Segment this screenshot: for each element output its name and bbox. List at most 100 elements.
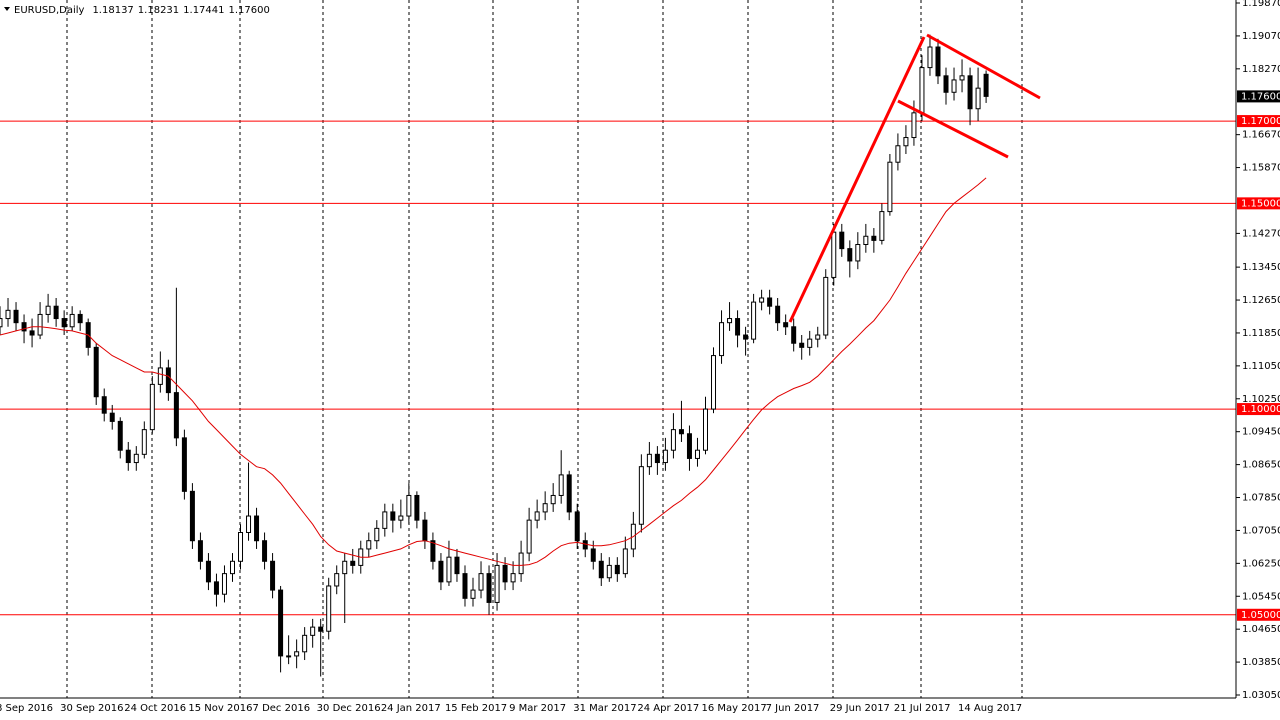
x-tick-label: 7 Jun 2017 (766, 703, 820, 714)
candle-body (566, 474, 572, 513)
candle-body (670, 429, 676, 451)
candle-body (887, 161, 893, 213)
candle-body (133, 453, 139, 464)
x-tick-label: 15 Feb 2017 (445, 703, 507, 714)
candle-body (390, 511, 396, 521)
candle-body (550, 494, 556, 505)
x-tick-label: 29 Jun 2017 (830, 703, 890, 714)
symbol: EURUSD,Daily (14, 5, 85, 16)
candle-body (270, 560, 276, 591)
trend-line (788, 36, 926, 323)
candle-body (29, 330, 35, 336)
candle-body (711, 355, 717, 410)
candle-body (791, 326, 797, 344)
trend-line (926, 33, 1041, 100)
candle-body (558, 474, 564, 496)
y-tick-label: 1.16670 (1242, 130, 1280, 141)
candle-body (454, 556, 460, 575)
period-separators (66, 0, 1023, 698)
candle-body (935, 46, 941, 77)
candle-body (342, 560, 348, 575)
y-tick-label: 1.19070 (1242, 31, 1280, 42)
candle-body (334, 573, 340, 587)
candle-body (574, 511, 580, 542)
candle-body (189, 490, 195, 542)
y-tick-label: 1.05450 (1242, 591, 1280, 602)
candle-body (446, 556, 452, 583)
candle-body (510, 573, 516, 583)
candle-body (646, 453, 652, 468)
candle-body (125, 449, 131, 464)
x-tick-label: 16 May 2017 (701, 703, 766, 714)
x-tick-label: 31 Mar 2017 (573, 703, 636, 714)
quote-value: 1.17600 (229, 5, 270, 16)
candle-body (590, 548, 596, 562)
candle-body (719, 322, 725, 357)
candle-body (45, 305, 51, 315)
level-label: 1.05000 (1241, 610, 1280, 621)
quote-value: 1.18137 (92, 5, 133, 16)
candle-body (414, 494, 420, 521)
trend-line (897, 99, 1009, 159)
candle-body (654, 453, 660, 464)
candle-body (229, 560, 235, 575)
candle-body (582, 540, 588, 550)
candle-body (398, 515, 404, 521)
candle-body (847, 248, 853, 262)
level-label-bg (1237, 403, 1280, 416)
candle-body (542, 503, 548, 513)
candle-body (197, 540, 203, 562)
level-label: 1.15000 (1241, 198, 1280, 209)
y-tick-label: 1.15870 (1242, 163, 1280, 174)
x-tick-label: 21 Jul 2017 (894, 703, 951, 714)
candle-body (470, 589, 476, 599)
y-tick-label: 1.03850 (1242, 657, 1280, 668)
candle-body (13, 309, 19, 324)
candle-body (831, 231, 837, 278)
candle-body (951, 79, 957, 93)
candle-body (775, 305, 781, 324)
candle-body (294, 651, 300, 657)
level-label: 1.10000 (1241, 404, 1280, 415)
candle-body (93, 346, 99, 398)
y-tick-label: 1.08650 (1242, 460, 1280, 471)
y-tick-label: 1.14270 (1242, 228, 1280, 239)
x-tick-label: 8 Sep 2016 (0, 703, 53, 714)
x-tick-label: 24 Jan 2017 (381, 703, 441, 714)
y-tick-label: 1.09450 (1242, 427, 1280, 438)
level-lines (0, 120, 1236, 616)
candle-body (173, 392, 179, 439)
x-tick-label: 24 Oct 2016 (124, 703, 186, 714)
y-tick-label: 1.10250 (1242, 394, 1280, 405)
candle-body (759, 297, 765, 303)
y-tick-label: 1.04650 (1242, 624, 1280, 635)
candle-body (101, 396, 107, 414)
trend-lines (788, 33, 1041, 323)
price-axis: 1.19870 1.19070 1.18270 1.16670 1.15870 1.142… (1236, 0, 1280, 701)
candle-body (141, 429, 147, 455)
y-tick-label: 1.03050 (1242, 690, 1280, 701)
quote-value: 1.17441 (183, 5, 224, 16)
candle-body (662, 449, 668, 464)
candle-body (678, 429, 684, 435)
candle-body (767, 297, 773, 307)
candle-body (518, 552, 524, 575)
candle-body (326, 585, 332, 632)
candle-body (366, 540, 372, 550)
candle-body (823, 276, 829, 336)
candle-body (486, 573, 492, 603)
x-tick-label: 7 Dec 2016 (253, 703, 311, 714)
candle-body (686, 433, 692, 459)
candle-body (839, 231, 845, 250)
candle-body (318, 626, 324, 632)
candle-body (205, 560, 211, 583)
candle-body (727, 318, 733, 324)
level-label-bg (1237, 197, 1280, 210)
level-label: 1.17000 (1241, 116, 1280, 127)
candle-body (69, 313, 75, 328)
menu-triangle[interactable] (4, 7, 10, 11)
candle-body (430, 540, 436, 562)
